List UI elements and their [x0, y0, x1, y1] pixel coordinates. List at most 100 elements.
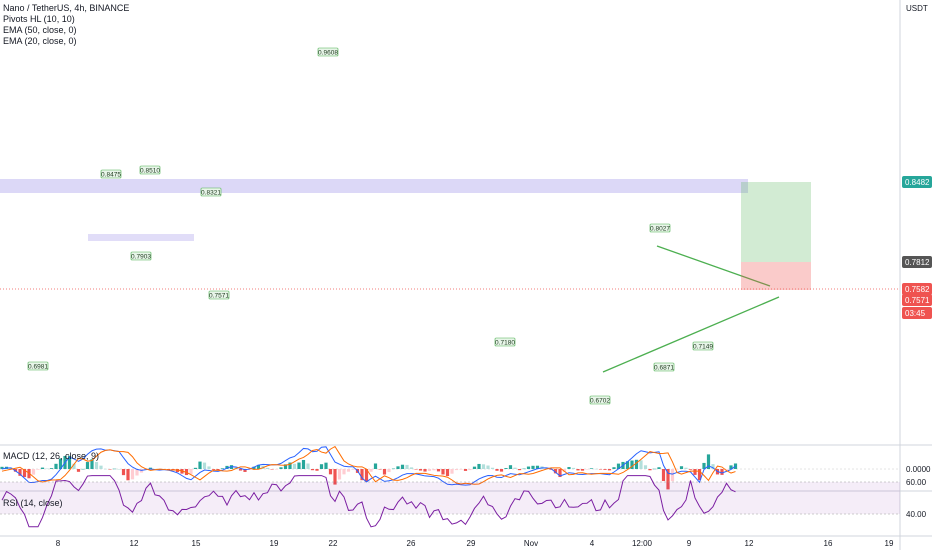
macd-histogram-bar [571, 467, 576, 469]
macd-histogram-bar [396, 466, 400, 469]
macd-histogram-bar [400, 464, 405, 469]
macd-histogram-bar [670, 469, 675, 482]
macd-histogram-bar [94, 462, 99, 469]
date-tick-label: 9 [687, 539, 692, 548]
macd-histogram-bar [576, 469, 580, 471]
macd-histogram-bar [567, 467, 571, 469]
macd-histogram-bar [112, 468, 117, 470]
long-stop-zone [741, 262, 811, 290]
macd-histogram-bar [495, 469, 499, 471]
pivot-label-box [139, 165, 161, 175]
macd-histogram-bar [427, 469, 432, 471]
pivot-label-box [494, 337, 516, 347]
macd-histogram-bar [697, 469, 702, 481]
triangle-lower-line [602, 296, 780, 373]
date-tick-label: 8 [56, 539, 61, 548]
macd-histogram-bar [490, 467, 495, 469]
pivot-label-box [130, 251, 152, 261]
macd-histogram-bar [198, 461, 202, 469]
macd-histogram-bar [108, 469, 112, 470]
macd-histogram-bar [369, 469, 373, 472]
macd-histogram-bar [630, 460, 634, 469]
date-tick-label: 15 [192, 539, 201, 548]
macd-histogram-bar [256, 464, 261, 469]
macd-histogram-bar [666, 469, 670, 490]
macd-histogram-bar [121, 469, 126, 476]
macd-histogram-bar [18, 469, 22, 476]
macd-histogram-bar [279, 467, 283, 469]
rsi-label[interactable]: RSI (14, close) [3, 498, 63, 508]
macd-histogram-bar [436, 469, 441, 472]
macd-histogram-bar [414, 469, 418, 470]
macd-histogram-bar [45, 468, 49, 470]
macd-histogram-bar [243, 469, 247, 472]
macd-histogram-bar [391, 468, 396, 470]
macd-histogram-bar [36, 469, 40, 470]
macd-histogram-bar [562, 469, 567, 473]
macd-histogram-bar [148, 467, 153, 469]
indicator-ema50-label[interactable]: EMA (50, close, 0) [3, 25, 77, 35]
macd-histogram-bar [661, 469, 666, 482]
pivot-label-box [208, 290, 230, 300]
pivot-label-box [649, 223, 671, 233]
macd-histogram-bar [315, 469, 319, 471]
indicator-pivots-label[interactable]: Pivots HL (10, 10) [3, 14, 75, 24]
macd-histogram-bar [130, 469, 135, 480]
pivot-label: 0.6981 [28, 364, 48, 371]
pivot-label-box [589, 395, 611, 405]
currency-label: USDT [906, 4, 928, 13]
price-tag-label: 0.8482 [905, 178, 930, 187]
macd-histogram-bar [634, 459, 639, 469]
macd-histogram-bar [373, 463, 378, 469]
date-tick-label: 16 [824, 539, 833, 548]
macd-histogram-bar [504, 468, 508, 469]
macd-histogram-bar [553, 469, 558, 474]
macd-histogram-bar [90, 459, 94, 469]
macd-histogram-bar [684, 467, 688, 469]
pivot-label: 0.8510 [140, 168, 160, 175]
macd-label[interactable]: MACD (12, 26, close, 9) [3, 451, 100, 461]
macd-histogram-bar [31, 469, 36, 475]
macd-signal-line [1, 445, 736, 485]
macd-histogram-bar [342, 469, 346, 475]
symbol-title[interactable]: Nano / TetherUS, 4h, BINANCE [3, 3, 130, 13]
macd-histogram-bar [463, 469, 468, 471]
pivot-label-box [200, 187, 222, 197]
macd-histogram-bar [679, 466, 684, 469]
macd-histogram-bar [270, 469, 274, 470]
macd-histogram-bar [216, 469, 220, 471]
macd-histogram-bar [387, 469, 391, 473]
macd-histogram-bar [252, 466, 256, 469]
macd-histogram-bar [382, 469, 387, 475]
price-tag-label: 0.7582 [905, 285, 930, 294]
macd-tick-label: 0.0000 [906, 465, 931, 474]
date-tick-label: 12 [130, 539, 139, 548]
macd-histogram-bar [607, 469, 612, 471]
price-tag [902, 283, 932, 295]
date-tick-label: 22 [329, 539, 338, 548]
date-tick-label: 4 [590, 539, 595, 548]
macd-histogram-bar [513, 467, 517, 469]
date-tick-label: 29 [467, 539, 476, 548]
pivot-label: 0.6871 [654, 365, 674, 372]
price-tag-label: 0.7812 [905, 258, 930, 267]
macd-histogram-bar [612, 467, 616, 469]
macd-histogram-bar [693, 469, 697, 475]
macd-histogram-bar [531, 465, 535, 469]
macd-histogram-bar [193, 467, 198, 469]
macd-histogram-bar [526, 466, 531, 469]
macd-histogram-bar [711, 464, 715, 469]
macd-histogram-bar [337, 469, 342, 480]
macd-histogram-bar [211, 469, 216, 470]
pivot-label: 0.7180 [495, 340, 515, 347]
macd-histogram-bar [265, 467, 270, 469]
rsi-tick-label: 40.00 [906, 510, 927, 519]
macd-histogram-bar [603, 469, 607, 470]
macd-histogram-bar [301, 459, 306, 469]
macd-histogram-bar [594, 468, 598, 470]
price-tag [902, 294, 932, 306]
macd-histogram-bar [468, 469, 472, 471]
indicator-ema20-label[interactable]: EMA (20, close, 0) [3, 36, 77, 46]
macd-histogram-bar [486, 465, 490, 469]
